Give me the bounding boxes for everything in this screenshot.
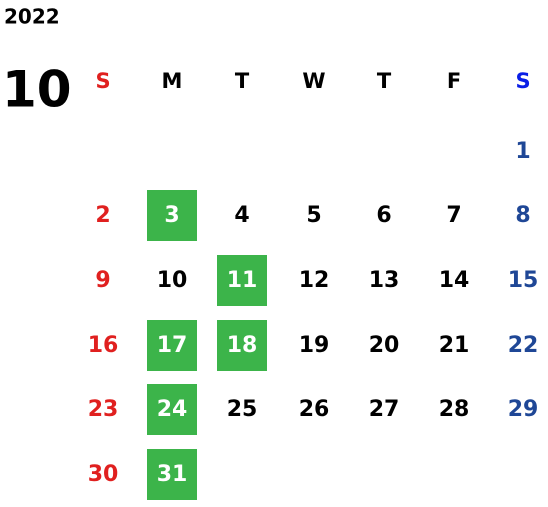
highlight-box [217, 320, 267, 371]
day-number: 17 [157, 333, 188, 358]
weekday-label: W [302, 69, 325, 93]
day-number: 4 [234, 203, 249, 228]
day-number: 26 [299, 397, 330, 422]
day-number: 14 [439, 268, 470, 293]
highlight-box [147, 384, 197, 435]
day-number: 13 [369, 268, 400, 293]
day-number: 16 [88, 333, 119, 358]
weekday-label: T [377, 69, 392, 93]
weekday-label: S [95, 69, 110, 93]
day-number: 15 [508, 268, 539, 293]
day-number: 23 [88, 397, 119, 422]
day-number: 28 [439, 397, 470, 422]
highlight-box [147, 190, 197, 241]
day-number: 22 [508, 333, 539, 358]
highlight-box [217, 255, 267, 306]
day-number: 3 [164, 203, 179, 228]
weekday-label: M [162, 69, 183, 93]
day-number: 2 [95, 203, 110, 228]
year: 2022 [4, 5, 60, 29]
day-number: 20 [369, 333, 400, 358]
day-number: 19 [299, 333, 330, 358]
day-number: 5 [306, 203, 321, 228]
day-number: 11 [227, 268, 258, 293]
day-number: 21 [439, 333, 470, 358]
month: 10 [2, 61, 72, 119]
day-number: 27 [369, 397, 400, 422]
day-number: 29 [508, 397, 539, 422]
weekday-label: S [515, 69, 530, 93]
day-number: 18 [227, 333, 258, 358]
weekday-label: F [447, 69, 461, 93]
day-number: 10 [157, 268, 188, 293]
day-number: 24 [157, 397, 188, 422]
day-number: 7 [446, 203, 461, 228]
day-number: 1 [515, 139, 530, 164]
highlight-box [147, 320, 197, 371]
day-number: 12 [299, 268, 330, 293]
day-number: 6 [376, 203, 391, 228]
day-number: 30 [88, 462, 119, 487]
day-number: 9 [95, 268, 110, 293]
day-number: 25 [227, 397, 258, 422]
day-number: 8 [515, 203, 530, 228]
highlight-box [147, 449, 197, 500]
weekday-label: T [235, 69, 250, 93]
day-number: 31 [157, 462, 188, 487]
